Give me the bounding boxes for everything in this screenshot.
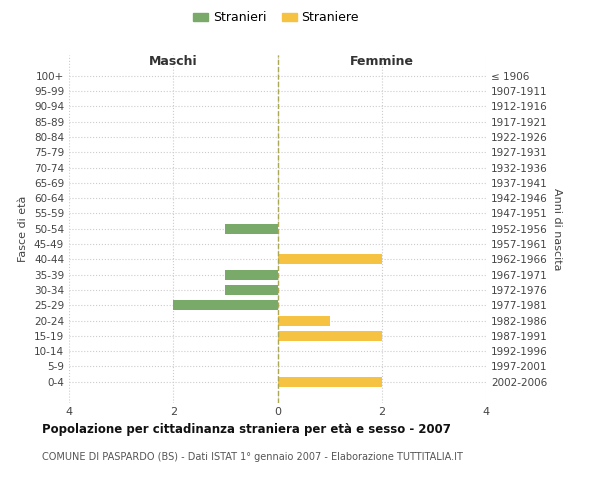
Y-axis label: Fasce di età: Fasce di età [19, 196, 28, 262]
Bar [226, 224, 277, 234]
Text: COMUNE DI PASPARDO (BS) - Dati ISTAT 1° gennaio 2007 - Elaborazione TUTTITALIA.I: COMUNE DI PASPARDO (BS) - Dati ISTAT 1° … [42, 452, 463, 462]
Text: Maschi: Maschi [149, 55, 197, 68]
Bar [226, 285, 277, 295]
Bar [173, 300, 277, 310]
Text: Femmine: Femmine [350, 55, 414, 68]
Legend: Stranieri, Straniere: Stranieri, Straniere [188, 6, 364, 29]
Y-axis label: Anni di nascita: Anni di nascita [551, 188, 562, 270]
Bar [277, 254, 382, 264]
Bar [277, 377, 382, 386]
Bar [277, 316, 329, 326]
Bar [226, 270, 277, 280]
Text: Popolazione per cittadinanza straniera per età e sesso - 2007: Popolazione per cittadinanza straniera p… [42, 422, 451, 436]
Bar [277, 331, 382, 341]
